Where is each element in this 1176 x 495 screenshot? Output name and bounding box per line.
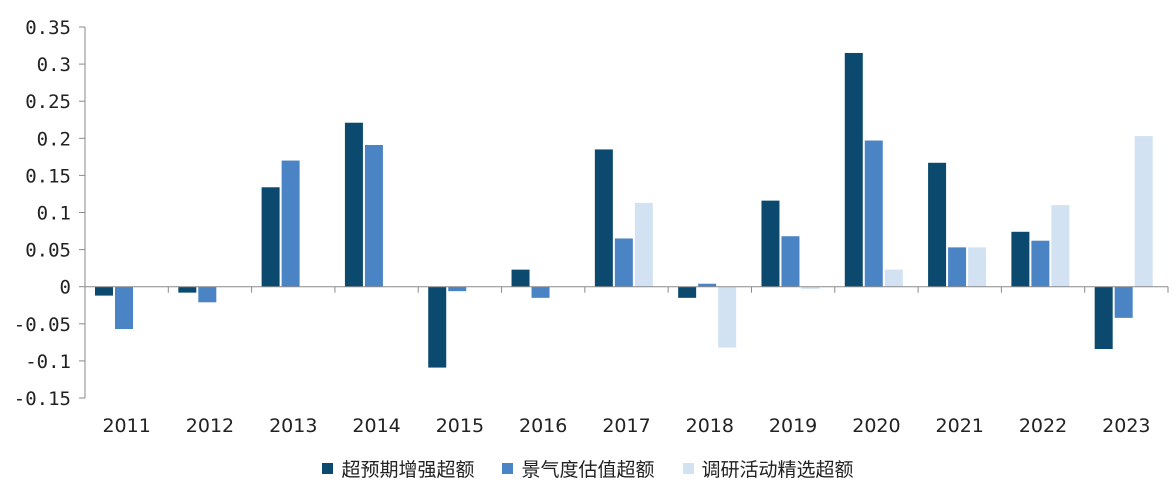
bar-series-2-2021 bbox=[948, 247, 967, 287]
bar-series-1-2020 bbox=[844, 52, 863, 287]
x-tick-label: 2011 bbox=[102, 415, 150, 437]
bar-series-1-2012 bbox=[178, 286, 197, 293]
y-tick-label: 0.15 bbox=[25, 165, 71, 187]
bar-series-2-2016 bbox=[531, 286, 550, 298]
bar-series-3-2020 bbox=[884, 269, 903, 287]
x-tick-label: 2016 bbox=[519, 415, 567, 437]
y-tick-label: -0.1 bbox=[25, 351, 71, 373]
bar-series-1-2018 bbox=[678, 286, 697, 298]
x-tick-label: 2020 bbox=[852, 415, 900, 437]
x-tick-label: 2023 bbox=[1102, 415, 1150, 437]
legend-label: 超预期增强超额 bbox=[341, 459, 475, 481]
x-tick-label: 2019 bbox=[769, 415, 817, 437]
bar-series-3-2023 bbox=[1134, 136, 1153, 287]
x-tick-label: 2012 bbox=[186, 415, 234, 437]
bar-series-3-2017 bbox=[634, 202, 653, 287]
bar-series-3-2021 bbox=[968, 247, 987, 287]
x-axis: 2011 2012 2013 2014 2015 2016 2017 2018 2019 2020… bbox=[84, 286, 1169, 437]
y-tick-label: 0.1 bbox=[37, 203, 71, 225]
legend: 超预期增强超额 景气度估值超额 调研活动精选超额 bbox=[0, 455, 1176, 482]
bar-series-1-2017 bbox=[594, 149, 613, 287]
bar-series-3-2019 bbox=[801, 286, 820, 289]
bar-series-1-2021 bbox=[928, 162, 947, 287]
x-tick-label: 2021 bbox=[936, 415, 984, 437]
bar-series-1-2013 bbox=[261, 187, 280, 287]
bar-series-2-2014 bbox=[364, 144, 383, 287]
bar-chart: 0.35 0.3 0.25 0.2 0.15 0.1 0.05 0 -0.05 -0.1 -0.15… bbox=[14, 17, 1169, 437]
bar-series-2-2013 bbox=[281, 160, 300, 287]
bar-series-2-2015 bbox=[448, 286, 467, 292]
legend-item-series-1: 超预期增强超额 bbox=[322, 455, 474, 482]
bar-series-2-2017 bbox=[614, 238, 633, 287]
y-tick-label: 0 bbox=[60, 277, 71, 299]
bar-series-2-2022 bbox=[1031, 240, 1050, 287]
legend-swatch bbox=[682, 463, 694, 474]
bar-series-1-2016 bbox=[511, 269, 530, 287]
x-tick-label: 2018 bbox=[686, 415, 734, 437]
y-tick-label: 0.3 bbox=[37, 54, 71, 76]
y-axis: 0.35 0.3 0.25 0.2 0.15 0.1 0.05 0 -0.05 -0.1 -0.15 bbox=[14, 17, 86, 410]
legend-label: 景气度估值超额 bbox=[521, 459, 655, 481]
bar-series-2-2012 bbox=[198, 286, 217, 303]
legend-item-series-3: 调研活动精选超额 bbox=[682, 455, 854, 482]
bar-series-1-2014 bbox=[344, 122, 363, 287]
bar-series-2-2018 bbox=[698, 283, 717, 287]
bar-series-2-2020 bbox=[864, 140, 883, 287]
x-tick-label: 2014 bbox=[352, 415, 400, 437]
y-tick-label: 0.2 bbox=[37, 128, 71, 150]
x-tick-label: 2017 bbox=[602, 415, 650, 437]
y-tick-label: 0.35 bbox=[25, 17, 71, 39]
legend-swatch bbox=[322, 463, 334, 474]
bar-series-1-2022 bbox=[1011, 231, 1030, 287]
x-tick-label: 2013 bbox=[269, 415, 317, 437]
bar-series-1-2011 bbox=[95, 286, 113, 296]
y-tick-label: -0.05 bbox=[14, 314, 71, 336]
x-tick-label: 2015 bbox=[436, 415, 484, 437]
bar-series-2-2011 bbox=[115, 286, 133, 329]
bar-series-1-2015 bbox=[428, 286, 447, 368]
bar-series-2-2023 bbox=[1114, 286, 1133, 318]
legend-item-series-2: 景气度估值超额 bbox=[502, 455, 655, 482]
legend-swatch bbox=[502, 463, 514, 474]
bar-series-1-2019 bbox=[761, 200, 780, 287]
bar-series-3-2018 bbox=[718, 286, 737, 348]
y-tick-label: 0.25 bbox=[25, 91, 71, 113]
bars-group bbox=[95, 52, 1153, 368]
y-tick-label: 0.05 bbox=[25, 240, 71, 262]
y-tick-label: -0.15 bbox=[14, 388, 71, 410]
bar-series-3-2022 bbox=[1051, 205, 1070, 287]
bar-series-2-2019 bbox=[781, 236, 800, 287]
bar-series-1-2023 bbox=[1094, 286, 1113, 350]
x-tick-label: 2022 bbox=[1019, 415, 1067, 437]
legend-label: 调研活动精选超额 bbox=[701, 459, 854, 481]
